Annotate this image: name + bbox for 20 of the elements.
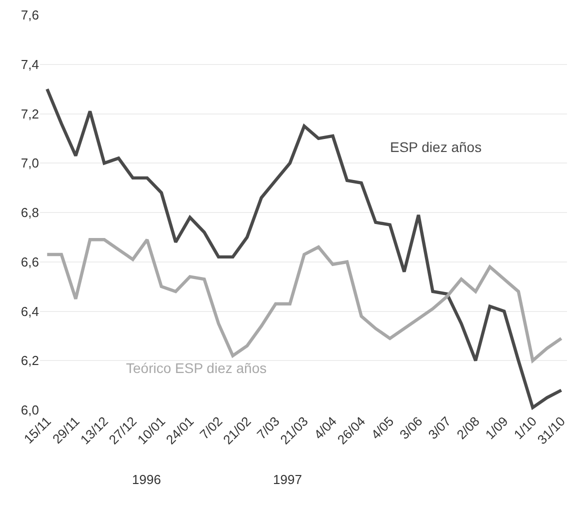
y-tick-label: 6,0 — [20, 402, 39, 418]
line-series — [46, 87, 563, 410]
x-tick-label: 4/04 — [310, 414, 340, 442]
series-label: Teórico ESP diez años — [126, 360, 267, 376]
y-tick-label: 6,6 — [20, 254, 39, 270]
x-tick-label: 3/06 — [396, 414, 426, 442]
line-series — [46, 238, 563, 362]
y-tick-label: 7,0 — [20, 156, 39, 171]
y-tick-label: 6,8 — [20, 205, 39, 220]
y-tick-label: 7,2 — [20, 106, 39, 122]
y-tick-label: 6,2 — [20, 353, 39, 368]
x-tick-label: 4/05 — [368, 414, 397, 442]
y-tick-label: 7,6 — [20, 8, 39, 23]
text: ESP diez años — [390, 139, 482, 155]
text: 1996 — [132, 472, 161, 487]
text: 1997 — [273, 472, 302, 487]
y-tick-label: 6,4 — [20, 304, 39, 319]
x-tick-label: 1/09 — [482, 414, 511, 442]
x-tick-label: 7/03 — [254, 414, 282, 442]
y-tick-label: 7,4 — [20, 56, 39, 72]
